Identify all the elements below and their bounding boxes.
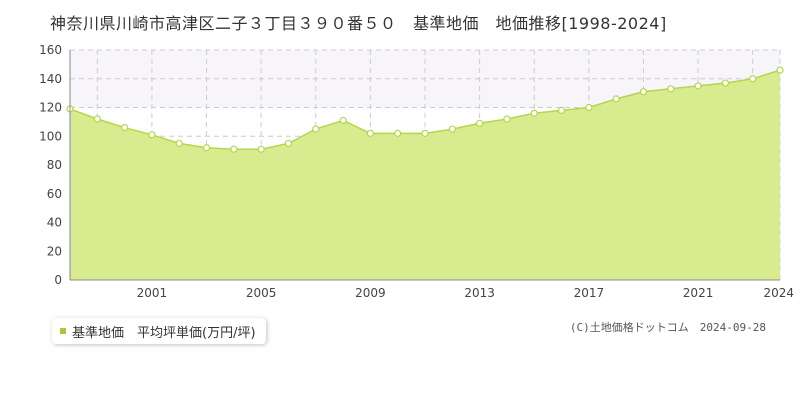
data-point [93, 115, 101, 123]
y-tick-label: 0 [54, 273, 62, 287]
data-point [530, 109, 538, 117]
data-point [339, 116, 347, 125]
x-tick-label: 2009 [355, 286, 386, 300]
copyright-text: (C)土地価格ドットコム 2024-09-28 [569, 321, 766, 334]
data-point [312, 125, 320, 133]
data-point [148, 131, 156, 139]
chart-title: 神奈川県川崎市高津区二子３丁目３９０番５０ 基準地価 地価推移[1998-202… [50, 14, 667, 33]
data-point [394, 129, 402, 137]
legend: 基準地価 平均坪単価(万円/坪) [52, 318, 266, 344]
data-point [557, 106, 566, 114]
data-point [639, 88, 648, 96]
data-point [202, 144, 211, 152]
y-tick-label: 140 [39, 72, 62, 86]
data-point [667, 85, 675, 93]
data-point [448, 125, 456, 133]
data-point [503, 115, 511, 123]
legend-label: 基準地価 平均坪単価(万円/坪) [72, 325, 256, 341]
x-tick-label: 2021 [683, 286, 714, 300]
data-point [175, 139, 183, 148]
x-tick-label: 2017 [574, 286, 605, 300]
x-tick-label: 2013 [464, 286, 495, 300]
y-tick-label: 160 [39, 43, 62, 57]
y-tick-labels: 0 20 40 60 80 100 120 140 160 [39, 43, 62, 287]
y-tick-label: 20 [47, 244, 62, 258]
x-tick-label: 2005 [246, 286, 277, 300]
x-tick-labels: 2001 2005 2009 2013 2017 2021 2024 [137, 286, 794, 300]
y-tick-label: 100 [39, 129, 62, 143]
data-point [612, 95, 620, 103]
data-point [257, 145, 265, 153]
legend-swatch [60, 328, 66, 334]
y-tick-label: 120 [39, 101, 62, 115]
data-point [776, 66, 784, 74]
data-point [585, 103, 593, 112]
y-tick-label: 40 [47, 216, 62, 230]
data-point [721, 79, 729, 87]
data-point [694, 82, 702, 90]
y-tick-label: 80 [47, 158, 62, 172]
data-point [230, 145, 238, 153]
x-tick-label: 2001 [137, 286, 168, 300]
series-area [70, 70, 780, 280]
data-markers [66, 66, 784, 153]
data-point [121, 124, 129, 132]
x-tick-label: 2024 [763, 286, 794, 300]
data-point [749, 75, 757, 83]
data-point [476, 119, 484, 127]
y-tick-label: 60 [47, 187, 62, 201]
data-point [366, 129, 374, 137]
data-point [421, 129, 429, 137]
data-point [284, 139, 293, 148]
